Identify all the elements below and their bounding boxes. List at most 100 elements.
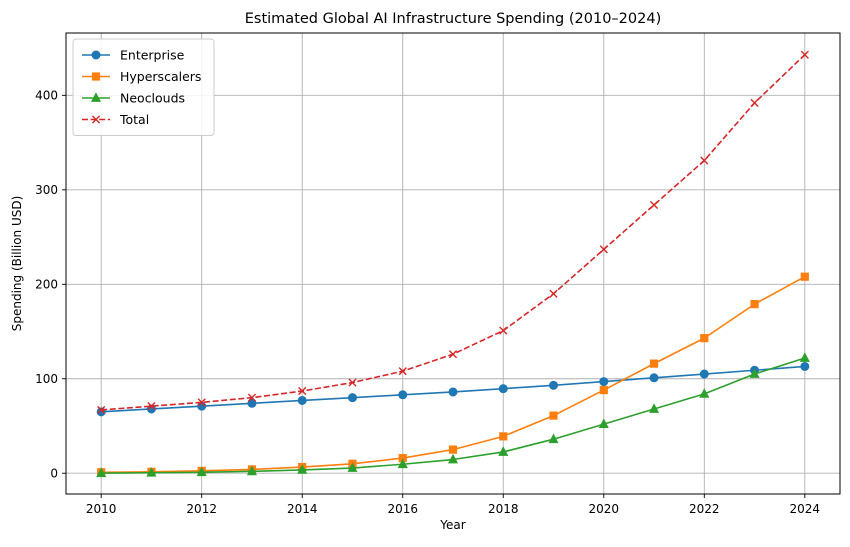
x-axis: 2010 2012 2014 2016 2018 2020 2022 2024: [86, 494, 820, 516]
total-point: [247, 393, 257, 402]
total-point: [499, 326, 508, 335]
chart-title: Estimated Global AI Infrastructure Spend…: [245, 11, 661, 27]
legend-label: Neoclouds: [120, 91, 185, 106]
enterprise-point: [247, 398, 257, 408]
total-point: [700, 156, 709, 165]
marker-stroke: [298, 386, 307, 396]
y-axis-label: Spending (Billion USD): [10, 196, 24, 332]
marker-stroke: [549, 289, 558, 298]
legend-label: Enterprise: [120, 48, 185, 63]
enterprise-point: [699, 369, 709, 379]
y-tick-label: 100: [35, 372, 58, 386]
total-point: [448, 350, 458, 359]
marker-stroke: [197, 398, 206, 407]
x-tick-label: 2018: [488, 502, 519, 516]
neoclouds-point: [347, 462, 358, 472]
marker-stroke: [448, 350, 458, 359]
marker-stroke: [700, 156, 709, 165]
marker-stroke: [247, 393, 257, 402]
neoclouds-point: [699, 388, 710, 398]
marker-stroke: [750, 98, 759, 108]
x-tick-label: 2012: [186, 502, 217, 516]
hyperscalers-point: [649, 359, 659, 368]
legend-swatch-marker: [91, 115, 101, 124]
neoclouds-point: [196, 466, 207, 477]
marker-stroke: [147, 402, 156, 411]
marker-stroke: [800, 50, 809, 59]
marker-stroke: [97, 405, 106, 415]
x-tick-label: 2020: [589, 502, 620, 516]
hyperscalers-point: [700, 334, 709, 343]
neoclouds-point: [649, 403, 660, 413]
enterprise-point: [347, 393, 357, 403]
x-tick-label: 2016: [387, 502, 418, 516]
legend-swatch-marker: [91, 72, 101, 81]
total-point: [197, 398, 206, 407]
marker-stroke: [649, 200, 659, 210]
y-tick-label: 200: [35, 278, 58, 292]
total-point: [800, 50, 809, 59]
x-tick-label: 2022: [689, 502, 720, 516]
legend-label: Hyperscalers: [120, 69, 201, 84]
neoclouds-point: [246, 465, 257, 476]
total-point: [348, 378, 357, 387]
neoclouds-point: [598, 418, 609, 428]
series-total: [97, 50, 809, 415]
neoclouds-point: [548, 433, 559, 444]
marker-stroke: [398, 367, 407, 376]
x-tick-label: 2014: [287, 502, 318, 516]
legend-item-neoclouds: Neoclouds: [82, 91, 185, 106]
total-point: [147, 402, 156, 411]
series-neoclouds: [96, 352, 810, 478]
total-point: [298, 386, 307, 396]
total-point: [398, 367, 407, 376]
enterprise-point: [448, 387, 458, 397]
marker-stroke: [348, 378, 357, 387]
enterprise-point: [599, 377, 609, 387]
neoclouds-point: [146, 467, 157, 477]
series-enterprise: [96, 361, 810, 417]
enterprise-point: [549, 380, 559, 390]
neoclouds-point: [96, 467, 107, 478]
legend-swatch-marker: [91, 50, 101, 60]
y-axis: 0 100 200 300 400: [35, 89, 66, 481]
x-axis-label: Year: [439, 518, 465, 532]
neoclouds-point: [498, 446, 509, 456]
legend-item-total: Total: [82, 112, 149, 127]
legend-item-enterprise: Enterprise: [82, 48, 185, 63]
y-tick-label: 300: [35, 183, 58, 197]
plot-frame: [65, 32, 841, 495]
legend-box: [72, 38, 215, 136]
neoclouds-point: [447, 453, 459, 464]
enterprise-point: [649, 373, 659, 383]
hyperscalers-point: [800, 272, 809, 281]
total-point: [649, 200, 659, 210]
neoclouds-point: [799, 352, 810, 362]
hyperscalers-point: [499, 432, 508, 441]
x-tick-label: 2010: [86, 502, 117, 516]
neoclouds-point: [397, 458, 408, 469]
enterprise-point: [498, 384, 508, 394]
enterprise-point: [800, 361, 810, 371]
hyperscalers-point: [448, 445, 458, 454]
hyperscalers-point: [750, 300, 759, 309]
total-point: [750, 98, 759, 108]
legend: Enterprise Hyperscalers Neoclouds Total: [72, 38, 215, 136]
hyperscalers-point: [599, 385, 608, 395]
enterprise-point: [297, 395, 307, 405]
series-layer: [96, 50, 810, 478]
legend-item-hyperscalers: Hyperscalers: [82, 69, 201, 84]
marker-stroke: [499, 326, 508, 335]
legend-swatch-marker: [90, 92, 102, 102]
marker-stroke: [91, 115, 101, 124]
neoclouds-point: [297, 464, 308, 474]
enterprise-point: [398, 390, 408, 400]
y-tick-label: 0: [50, 467, 58, 481]
total-point: [97, 405, 106, 415]
marker-stroke: [599, 245, 608, 254]
x-tick-label: 2024: [790, 502, 821, 516]
total-point: [599, 245, 608, 254]
neoclouds-point: [749, 368, 760, 378]
hyperscalers-point: [549, 411, 558, 420]
